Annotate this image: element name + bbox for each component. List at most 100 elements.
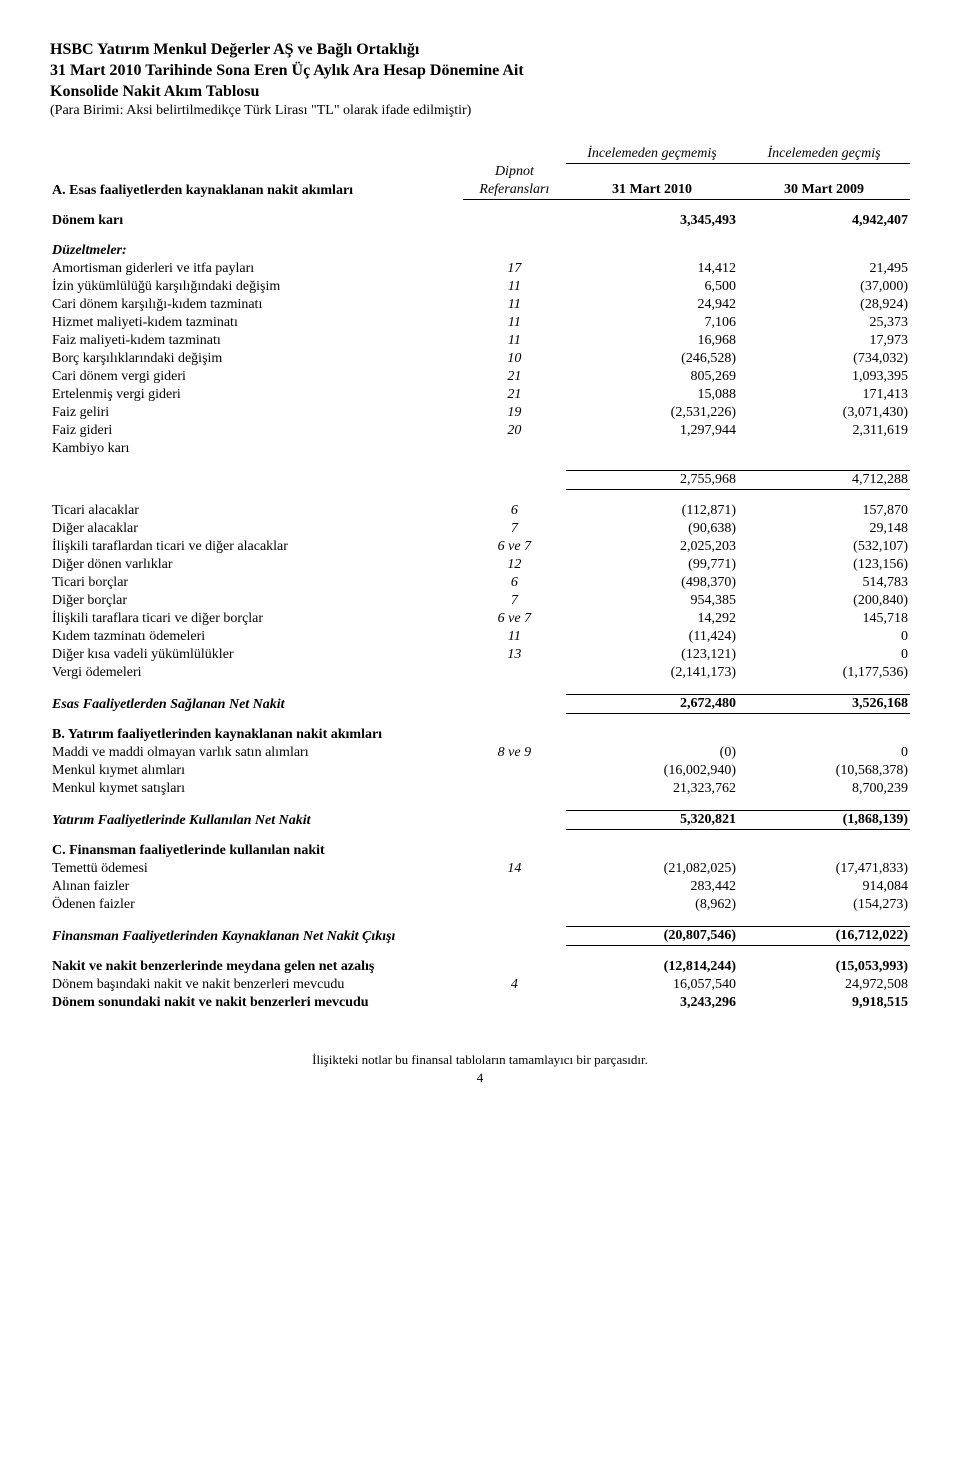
table-row: Faiz geliri19(2,531,226)(3,071,430) (50, 404, 910, 422)
cell-v2: (10,568,378) (738, 762, 910, 780)
cell-v1: (8,962) (566, 896, 738, 914)
cell-v2: 29,148 (738, 520, 910, 538)
cell-ref: 8 ve 9 (463, 744, 566, 762)
cell-label: Amortisman giderleri ve itfa payları (50, 260, 463, 278)
table-row: Hizmet maliyeti-kıdem tazminatı117,10625… (50, 314, 910, 332)
cell-v1: 14,412 (566, 260, 738, 278)
cell-v1: 16,968 (566, 332, 738, 350)
cell-v1: 15,088 (566, 386, 738, 404)
cell-label: Alınan faizler (50, 878, 463, 896)
cell-v1: (90,638) (566, 520, 738, 538)
cell-v1: 7,106 (566, 314, 738, 332)
cell-v2: 1,093,395 (738, 368, 910, 386)
cell-v2: (1,177,536) (738, 664, 910, 682)
col1-top-label: İncelemeden geçmemiş (566, 145, 738, 164)
row-sectionB-net: Yatırım Faaliyetlerinde Kullanılan Net N… (50, 811, 910, 830)
cell-ref (463, 440, 566, 458)
header-line-3: Konsolide Nakit Akım Tablosu (50, 82, 910, 103)
table-row: Dönem başındaki nakit ve nakit benzerler… (50, 976, 910, 994)
cell-ref: 10 (463, 350, 566, 368)
cell-v2: (1,868,139) (738, 811, 910, 830)
column-header-main: A. Esas faaliyetlerden kaynaklanan nakit… (50, 163, 910, 181)
cell-label: Esas Faaliyetlerden Sağlanan Net Nakit (50, 695, 463, 714)
cell-label: Kambiyo karı (50, 440, 463, 458)
cell-label: Temettü ödemesi (50, 860, 463, 878)
cell-ref: 4 (463, 976, 566, 994)
cell-label: Maddi ve maddi olmayan varlık satın alım… (50, 744, 463, 762)
cell-v2: (532,107) (738, 538, 910, 556)
cell-v1: 954,385 (566, 592, 738, 610)
cell-v2: (123,156) (738, 556, 910, 574)
cell-v2: 17,973 (738, 332, 910, 350)
duzeltmeler-label: Düzeltmeler: (50, 242, 463, 260)
table-row: Borç karşılıklarındaki değişim10(246,528… (50, 350, 910, 368)
col1-date: 31 Mart 2010 (566, 181, 738, 200)
cell-v2: (16,712,022) (738, 927, 910, 946)
cell-v2: (3,071,430) (738, 404, 910, 422)
row-sectionA-subtotal: 2,755,968 4,712,288 (50, 471, 910, 490)
cell-v1: 2,755,968 (566, 471, 738, 490)
cell-v2: 24,972,508 (738, 976, 910, 994)
cell-ref: 11 (463, 332, 566, 350)
cell-v1: 16,057,540 (566, 976, 738, 994)
cell-v1: 283,442 (566, 878, 738, 896)
header-line-1: HSBC Yatırım Menkul Değerler AŞ ve Bağlı… (50, 40, 910, 61)
row-sectionC-title: C. Finansman faaliyetlerinde kullanılan … (50, 842, 910, 860)
cell-v2: (15,053,993) (738, 958, 910, 976)
cell-v2: 914,084 (738, 878, 910, 896)
cell-v1: (112,871) (566, 502, 738, 520)
cell-label: Cari dönem karşılığı-kıdem tazminatı (50, 296, 463, 314)
cell-label: Dönem başındaki nakit ve nakit benzerler… (50, 976, 463, 994)
table-row: İlişkili taraflardan ticari ve diğer ala… (50, 538, 910, 556)
row-sectionA-net: Esas Faaliyetlerden Sağlanan Net Nakit 2… (50, 695, 910, 714)
table-row: Menkul kıymet satışları21,323,7628,700,2… (50, 780, 910, 798)
row-duzeltmeler-header: Düzeltmeler: (50, 242, 910, 260)
table-row: Ticari alacaklar6(112,871)157,870 (50, 502, 910, 520)
cell-ref: 19 (463, 404, 566, 422)
table-row: İlişkili taraflara ticari ve diğer borçl… (50, 610, 910, 628)
cell-v2: 0 (738, 646, 910, 664)
cell-label: Dönem sonundaki nakit ve nakit benzerler… (50, 994, 463, 1012)
cell-v2: 171,413 (738, 386, 910, 404)
cell-v1: 805,269 (566, 368, 738, 386)
cell-ref: 7 (463, 592, 566, 610)
cell-label: Yatırım Faaliyetlerinde Kullanılan Net N… (50, 811, 463, 830)
cell-label: İzin yükümlülüğü karşılığındaki değişim (50, 278, 463, 296)
cell-v2: 157,870 (738, 502, 910, 520)
cell-v2: 2,311,619 (738, 422, 910, 440)
cell-label: Borç karşılıklarındaki değişim (50, 350, 463, 368)
cell-v1: (498,370) (566, 574, 738, 592)
document-header: HSBC Yatırım Menkul Değerler AŞ ve Bağlı… (50, 40, 910, 121)
cell-v1 (566, 440, 738, 458)
section-a-title: A. Esas faaliyetlerden kaynaklanan nakit… (50, 163, 463, 200)
cell-label: Cari dönem vergi gideri (50, 368, 463, 386)
cell-v1: 24,942 (566, 296, 738, 314)
cell-ref: 14 (463, 860, 566, 878)
cell-v2: (17,471,833) (738, 860, 910, 878)
cell-v2: 3,526,168 (738, 695, 910, 714)
cell-v2 (738, 440, 910, 458)
section-b-title: B. Yatırım faaliyetlerinden kaynaklanan … (50, 726, 463, 744)
cell-v1: (0) (566, 744, 738, 762)
row-donem-kari: Dönem karı 3,345,493 4,942,407 (50, 212, 910, 230)
cell-ref: 20 (463, 422, 566, 440)
table-row: Diğer borçlar7954,385(200,840) (50, 592, 910, 610)
cell-label: Kıdem tazminatı ödemeleri (50, 628, 463, 646)
cell-v2: (200,840) (738, 592, 910, 610)
table-row: Ertelenmiş vergi gideri2115,088171,413 (50, 386, 910, 404)
table-row: Ticari borçlar6(498,370)514,783 (50, 574, 910, 592)
cell-v1: 3,345,493 (566, 212, 738, 230)
cell-label: Faiz maliyeti-kıdem tazminatı (50, 332, 463, 350)
cell-v2: 145,718 (738, 610, 910, 628)
cell-v2: (28,924) (738, 296, 910, 314)
cell-ref (463, 664, 566, 682)
cell-ref: 6 (463, 502, 566, 520)
cell-label: Diğer alacaklar (50, 520, 463, 538)
cell-v2: 21,495 (738, 260, 910, 278)
cell-v1: 5,320,821 (566, 811, 738, 830)
cell-label: Ticari alacaklar (50, 502, 463, 520)
cell-ref: 17 (463, 260, 566, 278)
cell-v2: 8,700,239 (738, 780, 910, 798)
cell-v2: (154,273) (738, 896, 910, 914)
page-number: 4 (50, 1070, 910, 1086)
